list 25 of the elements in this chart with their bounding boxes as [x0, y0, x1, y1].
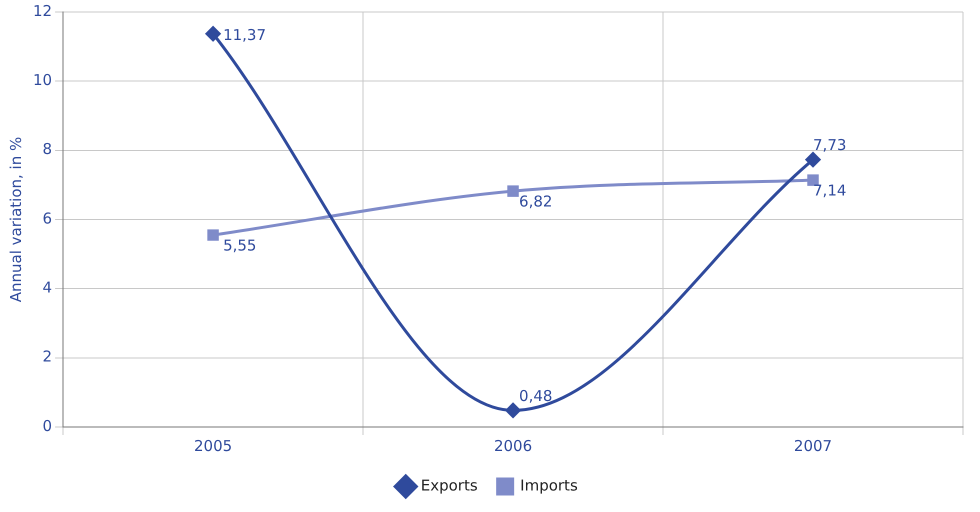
- data-label: 7,73: [813, 136, 846, 154]
- point: [206, 26, 221, 42]
- data-label: 11,37: [223, 26, 266, 44]
- y-axis-title: Annual variation, in %: [6, 136, 25, 302]
- legend-label: Imports: [520, 476, 578, 494]
- legend-label: Exports: [420, 476, 478, 494]
- data-label: 5,55: [223, 236, 256, 254]
- y-tick-label: 6: [42, 209, 52, 228]
- x-tick-label: 2005: [194, 436, 232, 455]
- y-tick-label: 4: [42, 278, 52, 297]
- point: [807, 174, 819, 186]
- data-label: 0,48: [519, 386, 552, 405]
- x-tick-label: 2006: [494, 436, 532, 455]
- y-tick-label: 2: [42, 348, 52, 366]
- y-tick-label: 8: [42, 140, 52, 158]
- data-label: 6,82: [519, 192, 552, 211]
- y-tick-label: 12: [32, 2, 52, 20]
- y-tick-label: 0: [42, 416, 52, 435]
- y-tick-label: 10: [32, 71, 52, 90]
- point: [507, 185, 519, 197]
- x-tick-label: 2007: [794, 436, 832, 455]
- data-label: 7,14: [813, 181, 846, 200]
- point: [806, 152, 821, 168]
- point: [506, 402, 521, 418]
- point: [207, 229, 219, 241]
